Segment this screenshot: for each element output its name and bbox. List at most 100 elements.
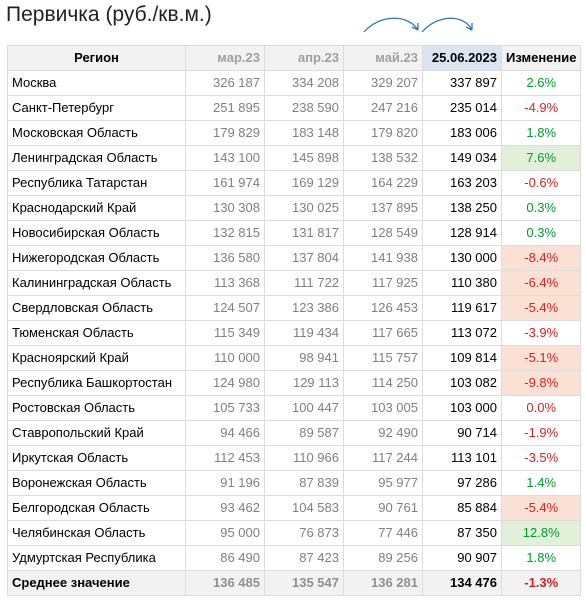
- region-name: Санкт-Петербург: [7, 95, 186, 121]
- header-month-2: апр.23: [264, 45, 344, 71]
- month-value: 89 256: [343, 545, 423, 571]
- current-value: 337 897: [422, 70, 502, 96]
- change-value: -5.1%: [500, 345, 582, 371]
- current-value: 130 000: [422, 245, 502, 271]
- month-value: 179 829: [185, 120, 265, 146]
- table-row: Красноярский Край 110 000 98 941 115 757 109…: [7, 345, 582, 371]
- month-value: 115 757: [343, 345, 423, 371]
- month-value: 124 507: [185, 295, 265, 321]
- change-value: -0.6%: [500, 170, 582, 196]
- month-value: 161 974: [185, 170, 265, 196]
- region-name: Ростовская Область: [7, 395, 186, 421]
- month-value: 86 490: [185, 545, 265, 571]
- month-value: 119 434: [264, 320, 344, 346]
- region-name: Республика Татарстан: [7, 170, 186, 196]
- region-name: Ставропольский Край: [7, 420, 186, 446]
- table-header-row: Регион мар.23 апр.23 май.23 25.06.2023 И…: [7, 45, 582, 71]
- average-row: Среднее значение 136 485 135 547 136 281 134…: [7, 570, 582, 596]
- month-value: 95 000: [185, 520, 265, 546]
- month-value: 103 005: [343, 395, 423, 421]
- region-name: Краснодарский Край: [7, 195, 186, 221]
- region-name: Ленинградская Область: [7, 145, 186, 171]
- current-value: 110 380: [422, 270, 502, 296]
- month-value: 247 216: [343, 95, 423, 121]
- table-row: Республика Татарстан 161 974 169 129 164 22…: [7, 170, 582, 196]
- month-value: 91 196: [185, 470, 265, 496]
- table-row: Калининградская Область 113 368 111 722 117…: [7, 270, 582, 296]
- month-value: 334 208: [264, 70, 344, 96]
- month-value: 104 583: [264, 495, 344, 521]
- average-month-value: 136 281: [343, 570, 423, 596]
- table-row: Ставропольский Край 94 466 89 587 92 490 90 …: [7, 420, 582, 446]
- month-value: 110 000: [185, 345, 265, 371]
- region-name: Тюменская Область: [7, 320, 186, 346]
- table-row: Воронежская Область 91 196 87 839 95 977 97 …: [7, 470, 582, 496]
- region-name: Новосибирская Область: [7, 220, 186, 246]
- current-value: 183 006: [422, 120, 502, 146]
- month-value: 117 665: [343, 320, 423, 346]
- month-value: 137 895: [343, 195, 423, 221]
- region-name: Москва: [7, 70, 186, 96]
- month-value: 105 733: [185, 395, 265, 421]
- change-value: 1.8%: [500, 120, 582, 146]
- month-value: 117 244: [343, 445, 423, 471]
- current-value: 103 000: [422, 395, 502, 421]
- current-value: 138 250: [422, 195, 502, 221]
- current-value: 235 014: [422, 95, 502, 121]
- month-value: 143 100: [185, 145, 265, 171]
- average-label: Среднее значение: [7, 570, 186, 596]
- current-value: 113 101: [422, 445, 502, 471]
- month-value: 115 349: [185, 320, 265, 346]
- month-value: 145 898: [264, 145, 344, 171]
- table-row: Новосибирская Область 132 815 131 817 128 5…: [7, 220, 582, 246]
- month-value: 77 446: [343, 520, 423, 546]
- change-value: -1.9%: [500, 420, 582, 446]
- month-value: 129 113: [264, 370, 344, 396]
- month-value: 124 980: [185, 370, 265, 396]
- region-name: Нижегородская Область: [7, 245, 186, 271]
- change-value: -5.4%: [500, 295, 582, 321]
- month-value: 130 308: [185, 195, 265, 221]
- change-value: 1.8%: [500, 545, 582, 571]
- region-name: Свердловская Область: [7, 295, 186, 321]
- change-value: -3.9%: [500, 320, 582, 346]
- month-value: 130 025: [264, 195, 344, 221]
- table-row: Краснодарский Край 130 308 130 025 137 895 1…: [7, 195, 582, 221]
- header-change: Изменение: [500, 45, 582, 71]
- change-value: 7.6%: [500, 145, 582, 171]
- region-name: Удмуртская Республика: [7, 545, 186, 571]
- month-value: 110 966: [264, 445, 344, 471]
- month-value: 95 977: [343, 470, 423, 496]
- curved-arrows-icon: [363, 17, 473, 33]
- header-month-1: мар.23: [185, 45, 265, 71]
- region-name: Воронежская Область: [7, 470, 186, 496]
- change-value: -8.4%: [500, 245, 582, 271]
- current-value: 85 884: [422, 495, 502, 521]
- current-value: 103 082: [422, 370, 502, 396]
- month-value: 136 580: [185, 245, 265, 271]
- average-change-value: -1.3%: [500, 570, 582, 596]
- region-name: Московская Область: [7, 120, 186, 146]
- month-value: 89 587: [264, 420, 344, 446]
- region-name: Белгородская Область: [7, 495, 186, 521]
- current-value: 163 203: [422, 170, 502, 196]
- table-row: Иркутская Область 112 453 110 966 117 244 11…: [7, 445, 582, 471]
- change-value: -6.4%: [500, 270, 582, 296]
- month-value: 137 804: [264, 245, 344, 271]
- header-month-3: май.23: [343, 45, 423, 71]
- current-value: 113 072: [422, 320, 502, 346]
- month-value: 238 590: [264, 95, 344, 121]
- current-value: 90 907: [422, 545, 502, 571]
- month-value: 76 873: [264, 520, 344, 546]
- average-month-value: 136 485: [185, 570, 265, 596]
- month-value: 93 462: [185, 495, 265, 521]
- table-row: Нижегородская Область 136 580 137 804 141 9…: [7, 245, 582, 271]
- month-value: 169 129: [264, 170, 344, 196]
- month-value: 123 386: [264, 295, 344, 321]
- current-value: 87 350: [422, 520, 502, 546]
- month-value: 126 453: [343, 295, 423, 321]
- month-value: 111 722: [264, 270, 344, 296]
- change-value: -5.4%: [500, 495, 582, 521]
- price-table: Регион мар.23 апр.23 май.23 25.06.2023 И…: [7, 45, 582, 596]
- table-row: Москва 326 187 334 208 329 207 337 897 2.6%: [7, 70, 582, 96]
